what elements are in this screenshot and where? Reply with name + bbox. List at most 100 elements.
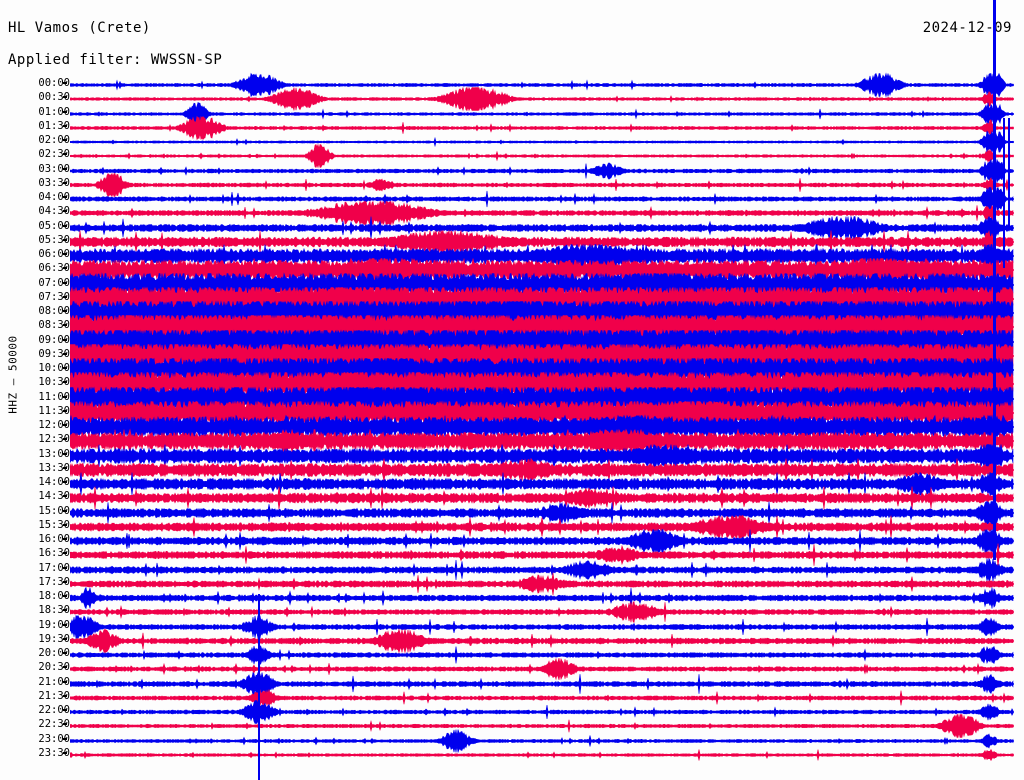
axis-tick (63, 210, 67, 213)
axis-tick (63, 238, 67, 241)
axis-tick (63, 424, 67, 426)
trace-waveform (70, 500, 1014, 526)
trace-waveform (70, 457, 1014, 483)
trace-time-label: 19:00 (38, 618, 70, 631)
trace-time-label: 23:00 (38, 732, 70, 745)
axis-tick (63, 352, 67, 355)
trace-row: 15:00 (0, 500, 1024, 526)
trace-row: 12:00 (0, 414, 1024, 440)
trace-time-label: 20:00 (38, 647, 70, 659)
trace-time-label: 16:30 (38, 547, 70, 560)
clipped-event-spike-secondary (1003, 118, 1005, 268)
trace-waveform (70, 599, 1014, 625)
axis-tick (63, 196, 67, 198)
trace-waveform (70, 229, 1014, 255)
trace-row: 03:00 (0, 158, 1024, 184)
trace-time-label: 02:00 (38, 134, 70, 146)
trace-time-label: 07:30 (38, 290, 70, 303)
trace-time-label: 15:00 (38, 504, 70, 517)
trace-waveform (70, 656, 1014, 682)
axis-tick (63, 538, 67, 540)
trace-waveform (70, 642, 1014, 668)
trace-waveform (70, 528, 1014, 554)
trace-time-label: 07:00 (38, 276, 70, 289)
axis-tick (63, 367, 67, 369)
trace-row: 04:30 (0, 200, 1024, 226)
trace-waveform (70, 713, 1014, 739)
trace-time-label: 09:30 (38, 347, 70, 360)
trace-waveform (70, 685, 1014, 711)
trace-time-label: 11:00 (38, 390, 70, 403)
axis-tick (63, 310, 67, 312)
trace-row: 16:00 (0, 528, 1024, 554)
axis-tick (63, 580, 67, 583)
axis-tick (63, 723, 67, 726)
axis-tick (63, 253, 67, 255)
trace-time-label: 21:30 (38, 689, 70, 702)
trace-waveform (70, 214, 1014, 241)
trace-time-label: 10:00 (38, 362, 70, 374)
axis-tick (63, 595, 67, 597)
trace-time-label: 13:30 (38, 461, 70, 474)
trace-row: 05:30 (0, 229, 1024, 255)
trace-waveform (70, 158, 1014, 184)
trace-time-label: 01:30 (38, 119, 70, 132)
axis-tick (63, 637, 67, 640)
trace-time-label: 12:30 (38, 433, 70, 446)
trace-time-label: 19:30 (38, 632, 70, 645)
station-title: HL Vamos (Crete) (8, 20, 151, 36)
trace-time-label: 08:00 (38, 305, 70, 317)
trace-time-label: 22:30 (38, 718, 70, 731)
trace-row: 21:00 (0, 671, 1024, 697)
trace-time-label: 21:00 (38, 675, 70, 688)
trace-time-label: 20:30 (38, 661, 70, 674)
trace-waveform (70, 172, 1014, 198)
axis-tick (63, 167, 67, 170)
trace-time-label: 09:00 (38, 333, 70, 346)
trace-time-label: 17:00 (38, 561, 70, 574)
trace-row: 20:30 (0, 656, 1024, 682)
trace-row: 19:00 (0, 614, 1024, 640)
trace-row: 16:30 (0, 542, 1024, 568)
axis-tick (63, 466, 67, 469)
trace-row: 20:00 (0, 642, 1024, 668)
trace-row: 23:00 (0, 728, 1024, 754)
trace-time-label: 03:30 (38, 176, 70, 189)
axis-tick (63, 153, 67, 156)
trace-row: 22:30 (0, 713, 1024, 739)
trace-time-label: 12:00 (38, 419, 70, 431)
trace-waveform (70, 728, 1014, 754)
trace-waveform (70, 542, 1014, 568)
trace-waveform (70, 471, 1014, 497)
trace-waveform (70, 414, 1014, 440)
trace-row: 04:00 (0, 186, 1024, 212)
axis-tick (63, 523, 67, 526)
axis-tick (63, 751, 67, 754)
axis-tick (63, 680, 67, 683)
trace-time-label: 18:30 (38, 604, 70, 617)
axis-tick (63, 139, 67, 141)
trace-time-label: 00:30 (38, 91, 70, 104)
trace-row: 23:30 (0, 742, 1024, 768)
trace-time-label: 13:00 (38, 447, 70, 460)
trace-time-label: 04:30 (38, 205, 70, 218)
trace-time-label: 03:00 (38, 162, 70, 175)
axis-tick (63, 124, 67, 127)
trace-waveform (70, 557, 1014, 583)
trace-time-label: 08:30 (38, 319, 70, 332)
trace-time-label: 00:00 (38, 77, 70, 89)
trace-row: 13:00 (0, 443, 1024, 469)
trace-row: 12:30 (0, 428, 1024, 454)
trace-waveform (70, 514, 1014, 540)
trace-waveform (70, 143, 1014, 169)
left-edge-event-spike (258, 594, 260, 780)
trace-waveform (70, 186, 1014, 212)
trace-row: 02:00 (0, 129, 1024, 155)
axis-tick (63, 566, 67, 569)
trace-time-label: 16:00 (38, 533, 70, 545)
trace-time-label: 22:00 (38, 704, 70, 716)
axis-tick (63, 96, 67, 99)
axis-tick (63, 737, 67, 740)
